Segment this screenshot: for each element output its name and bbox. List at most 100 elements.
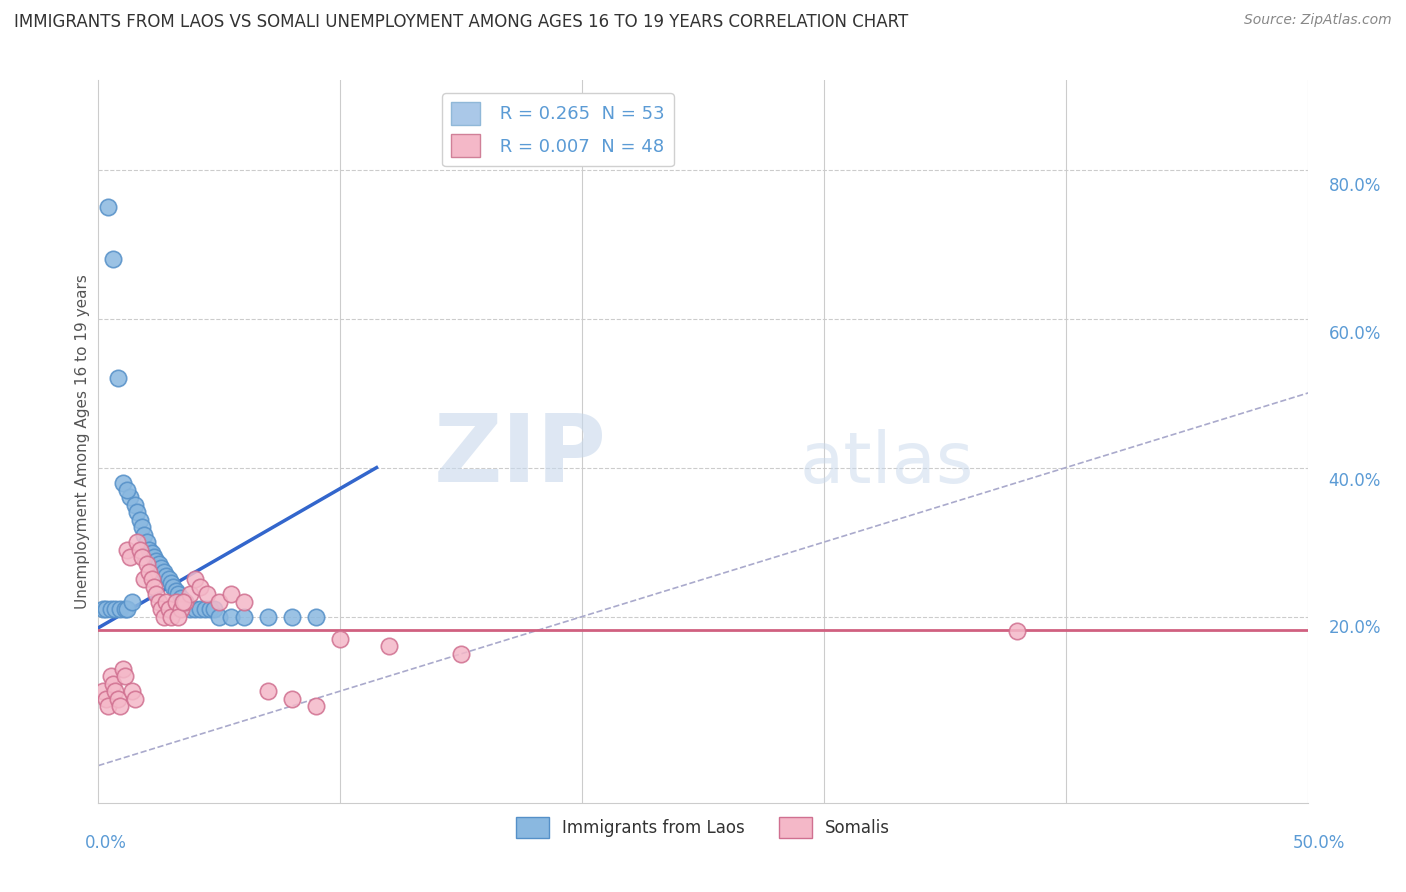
Point: [145, 554, 167, 568]
Text: IMMIGRANTS FROM LAOS VS SOMALI UNEMPLOYMENT AMONG AGES 16 TO 19 YEARS CORRELATIO: IMMIGRANTS FROM LAOS VS SOMALI UNEMPLOYM…: [14, 13, 908, 31]
Point: [174, 595, 197, 609]
Point: [208, 609, 231, 624]
Point: [148, 558, 170, 572]
Point: [305, 609, 328, 624]
Point: [165, 595, 187, 609]
Point: [256, 684, 278, 698]
Text: 20.0%: 20.0%: [1329, 619, 1381, 637]
Point: [179, 602, 201, 616]
Text: 80.0%: 80.0%: [1329, 178, 1381, 195]
Point: [135, 535, 157, 549]
Point: [138, 542, 160, 557]
Point: [232, 595, 254, 609]
Point: [143, 549, 166, 564]
Point: [118, 491, 141, 505]
Point: [167, 587, 190, 601]
Point: [329, 632, 352, 646]
Point: [118, 549, 141, 564]
Point: [91, 684, 114, 698]
Point: [117, 483, 139, 497]
Point: [107, 371, 129, 385]
Point: [157, 602, 180, 616]
Point: [111, 475, 134, 490]
Y-axis label: Unemployment Among Ages 16 to 19 years: Unemployment Among Ages 16 to 19 years: [75, 274, 90, 609]
Point: [100, 669, 122, 683]
Point: [91, 602, 114, 616]
Point: [195, 587, 218, 601]
Text: 0.0%: 0.0%: [84, 834, 127, 852]
Point: [160, 609, 183, 624]
Point: [117, 602, 139, 616]
Point: [172, 595, 194, 609]
Point: [162, 580, 184, 594]
Point: [101, 676, 124, 690]
Point: [143, 580, 166, 594]
Point: [155, 568, 177, 582]
Point: [117, 542, 139, 557]
Point: [221, 587, 243, 601]
Point: [128, 542, 150, 557]
Point: [104, 602, 127, 616]
Text: ZIP: ZIP: [433, 410, 606, 502]
Point: [100, 602, 122, 616]
Point: [172, 595, 194, 609]
Point: [157, 572, 180, 586]
Point: [108, 602, 131, 616]
Point: [94, 691, 117, 706]
Point: [232, 609, 254, 624]
Point: [184, 572, 207, 586]
Point: [169, 602, 191, 616]
Point: [101, 252, 124, 266]
Point: [94, 602, 117, 616]
Point: [198, 602, 221, 616]
Point: [208, 595, 231, 609]
Point: [160, 576, 183, 591]
Point: [450, 647, 472, 661]
Point: [145, 587, 167, 601]
Point: [148, 595, 170, 609]
Point: [134, 572, 156, 586]
Point: [138, 565, 160, 579]
Text: 60.0%: 60.0%: [1329, 325, 1381, 343]
Point: [141, 572, 163, 586]
Point: [121, 595, 143, 609]
Point: [165, 583, 187, 598]
Point: [131, 520, 153, 534]
Point: [1007, 624, 1029, 639]
Point: [152, 609, 174, 624]
Point: [281, 609, 304, 624]
Point: [150, 602, 173, 616]
Point: [184, 602, 207, 616]
Point: [128, 513, 150, 527]
Point: [131, 549, 153, 564]
Point: [204, 602, 226, 616]
Point: [111, 662, 134, 676]
Point: [150, 561, 173, 575]
Point: [114, 669, 136, 683]
Point: [221, 609, 243, 624]
Point: [174, 595, 197, 609]
Point: [104, 684, 127, 698]
Point: [124, 498, 146, 512]
Point: [155, 595, 177, 609]
Point: [377, 640, 399, 654]
Point: [127, 505, 149, 519]
Point: [281, 691, 304, 706]
Point: [97, 698, 120, 713]
Text: Source: ZipAtlas.com: Source: ZipAtlas.com: [1244, 13, 1392, 28]
Point: [134, 527, 156, 541]
Point: [121, 684, 143, 698]
Text: 50.0%: 50.0%: [1292, 834, 1346, 852]
Point: [169, 591, 191, 605]
Text: 40.0%: 40.0%: [1329, 472, 1381, 490]
Point: [97, 200, 120, 214]
Point: [256, 609, 278, 624]
Point: [179, 587, 201, 601]
Point: [141, 546, 163, 560]
Point: [188, 580, 211, 594]
Point: [124, 691, 146, 706]
Point: [305, 698, 328, 713]
Point: [167, 609, 190, 624]
Point: [108, 698, 131, 713]
Point: [194, 602, 217, 616]
